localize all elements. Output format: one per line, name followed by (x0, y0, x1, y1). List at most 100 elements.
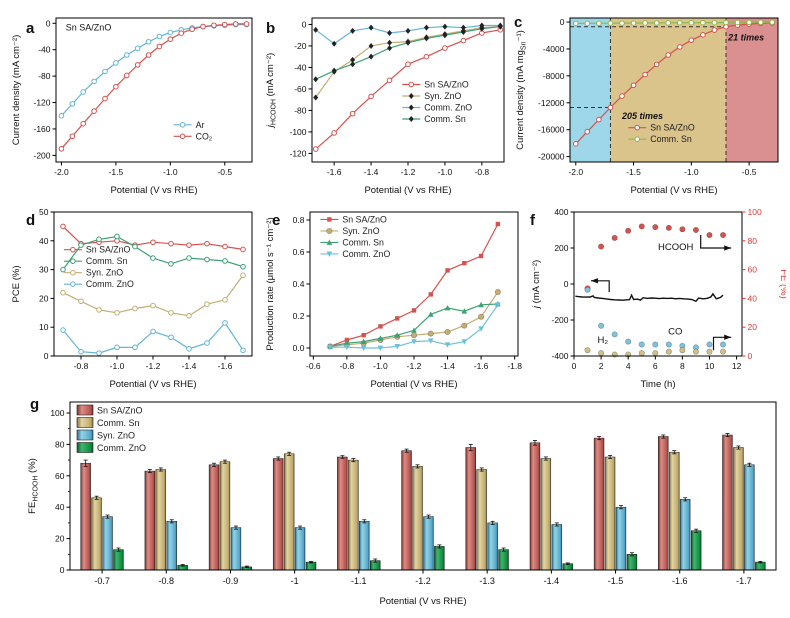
series-j (575, 292, 724, 303)
svg-text:-1.0: -1.0 (684, 167, 699, 177)
bar-Sn SA/ZnO--0.9 (208, 464, 220, 571)
svg-text:-1.2: -1.2 (401, 167, 416, 177)
svg-text:60: 60 (55, 471, 65, 481)
svg-text:Sn SA/ZnO: Sn SA/ZnO (97, 406, 143, 416)
svg-text:Potential (V vs RHE): Potential (V vs RHE) (379, 596, 466, 607)
svg-text:0.0: 0.0 (293, 343, 305, 353)
panel-c-label: c (514, 14, 523, 31)
svg-text:0: 0 (564, 279, 569, 289)
svg-text:-1.6: -1.6 (327, 167, 342, 177)
svg-text:Syn. ZnO: Syn. ZnO (342, 226, 379, 236)
svg-text:Comm. Sn: Comm. Sn (342, 237, 384, 247)
svg-text:-160: -160 (33, 124, 50, 134)
svg-text:CO: CO (668, 326, 682, 337)
svg-text:PCE (%): PCE (%) (11, 266, 22, 303)
panel-e: -0.6 -0.8 -1.0 -1.2 -1.4 -1.6 -1.8 0.0 0.2 0.4 0.6… (262, 202, 526, 392)
panel-c-chart: -2.0 -1.5 -1.0 -0.5 0 -4000 -8000 -12000 -16000 -… (515, 17, 779, 196)
svg-text:0: 0 (46, 18, 51, 28)
svg-text:-1.0: -1.0 (110, 361, 125, 371)
svg-text:0: 0 (572, 361, 577, 371)
svg-text:Comm. Sn: Comm. Sn (97, 418, 140, 428)
svg-text:-100: -100 (289, 127, 306, 137)
svg-text:-1.1: -1.1 (351, 576, 367, 586)
series-Comm. ZnO (313, 22, 503, 47)
svg-text:80: 80 (748, 236, 758, 246)
svg-text:Sn SA/ZnO: Sn SA/ZnO (86, 245, 131, 255)
svg-text:0: 0 (44, 351, 49, 361)
bar-Comm. Sn--0.9 (219, 461, 231, 571)
svg-text:jHCOOH (mA cm⁻²): jHCOOH (mA cm⁻²) (265, 53, 277, 129)
axes: -2.0 -1.5 -1.0 -0.5 0 -4000 -8000 -12000 -16000 -… (515, 17, 779, 196)
bar-Sn SA/ZnO--1.3 (465, 447, 476, 571)
svg-text:100: 100 (50, 408, 64, 418)
bar-Syn. ZnO--1.3 (487, 522, 498, 571)
panel-b-chart: -1.6 -1.4 -1.2 -1.0 -0.8 0 -20 -40 -60 -80 -100 -12… (265, 17, 505, 196)
panel-b-label: b (266, 20, 276, 37)
panel-f-label: f (530, 212, 535, 229)
svg-text:-1.6: -1.6 (218, 361, 233, 371)
series-Sn SA/ZnO (327, 221, 501, 349)
bar-Comm. Sn--1 (283, 453, 295, 571)
svg-text:-1.4: -1.4 (182, 361, 197, 371)
svg-text:Potential (V vs RHE): Potential (V vs RHE) (364, 185, 451, 196)
panel-e-chart: -0.6 -0.8 -1.0 -1.2 -1.4 -1.6 -1.8 0.0 0.2 0.4 0.6… (265, 211, 522, 390)
svg-text:0.6: 0.6 (293, 247, 305, 257)
annotations: HCOOH CO H₂ (598, 242, 694, 346)
svg-text:10: 10 (39, 322, 49, 332)
svg-text:-1.2: -1.2 (407, 361, 422, 371)
svg-text:Current density (mA mgSn⁻¹): Current density (mA mgSn⁻¹) (515, 30, 527, 150)
panel-b: -1.6 -1.4 -1.2 -1.0 -0.8 0 -20 -40 -60 -80 -100 -12… (262, 8, 510, 198)
svg-text:80: 80 (55, 439, 65, 449)
svg-text:-1.5: -1.5 (626, 167, 641, 177)
series-Sn SA/ZnO (572, 20, 776, 147)
annotations: Sn SA/ZnO (66, 22, 112, 32)
bar-Comm. ZnO--0.7 (113, 549, 124, 571)
svg-text:-1.8: -1.8 (507, 361, 522, 371)
panel-d-label: d (26, 212, 36, 229)
svg-text:6: 6 (653, 361, 658, 371)
series-H₂ (584, 347, 727, 358)
svg-text:0: 0 (302, 19, 307, 29)
bar-Syn. ZnO--0.9 (230, 527, 242, 571)
svg-text:-2.0: -2.0 (568, 167, 583, 177)
series-CO₂ (58, 21, 250, 152)
series-Sn SA/ZnO (312, 27, 504, 152)
svg-text:Time (h): Time (h) (640, 379, 675, 390)
svg-text:Comm. ZnO: Comm. ZnO (342, 249, 390, 259)
bar-Comm. Sn--1.3 (476, 469, 487, 571)
bar-Syn. ZnO--1.1 (359, 521, 370, 571)
svg-text:Comm. ZnO: Comm. ZnO (424, 102, 472, 112)
bar-Comm. ZnO--1.2 (434, 546, 445, 571)
svg-text:-1.2: -1.2 (146, 361, 161, 371)
svg-text:-20: -20 (294, 41, 307, 51)
svg-text:-200: -200 (551, 315, 568, 325)
svg-text:-60: -60 (294, 84, 307, 94)
bar-Comm. Sn--1.4 (540, 458, 552, 571)
svg-text:Syn. ZnO: Syn. ZnO (424, 91, 461, 101)
svg-text:0.4: 0.4 (293, 279, 305, 289)
svg-text:-120: -120 (33, 98, 50, 108)
svg-text:12: 12 (732, 361, 742, 371)
bar-Sn SA/ZnO--1.1 (337, 456, 348, 571)
svg-text:-1.0: -1.0 (163, 167, 178, 177)
svg-text:-0.7: -0.7 (94, 576, 110, 586)
panel-a-chart: -2.0 -1.5 -1.0 -0.5 0 -40 -80 -120 -160 -200 Poten… (11, 17, 253, 196)
svg-text:-0.9: -0.9 (223, 576, 239, 586)
svg-text:-40: -40 (38, 45, 51, 55)
svg-text:FE (%): FE (%) (778, 269, 786, 299)
svg-text:-0.5: -0.5 (742, 167, 757, 177)
bar-Syn. ZnO--1.6 (679, 499, 691, 571)
bar-Comm. Sn--1.2 (412, 466, 423, 571)
svg-text:Sn SA/ZnO: Sn SA/ZnO (66, 22, 112, 32)
svg-text:-2.0: -2.0 (54, 167, 69, 177)
svg-text:-1: -1 (291, 576, 299, 586)
bar-Comm. Sn--1.5 (604, 456, 616, 571)
axes: -1.6 -1.4 -1.2 -1.0 -0.8 0 -20 -40 -60 -80 -100 -12… (265, 17, 505, 196)
svg-text:8: 8 (680, 361, 685, 371)
bar-Sn SA/ZnO--0.8 (144, 470, 156, 571)
